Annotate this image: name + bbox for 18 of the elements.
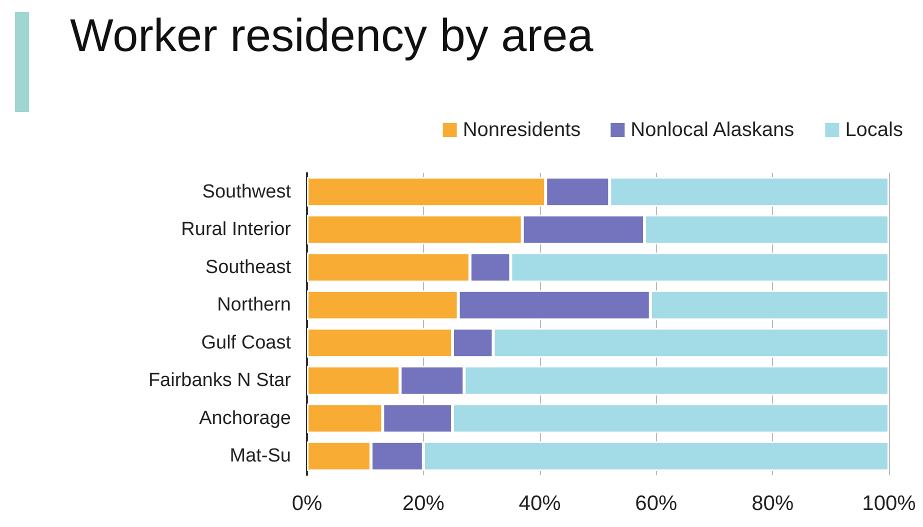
x-tick-label: 80% (752, 492, 794, 515)
y-tick-label: Southeast (205, 256, 292, 278)
legend-label: Nonresidents (462, 119, 581, 141)
y-tick-label: Rural Interior (181, 219, 292, 240)
x-tick-label: 0% (292, 492, 322, 515)
y-tick-label: Northern (217, 294, 291, 316)
y-tick-label: Southwest (202, 181, 292, 202)
x-tick-label: 60% (635, 492, 678, 515)
x-tick-label: 20% (402, 492, 444, 515)
x-tick-label: 40% (518, 492, 561, 515)
x-tick-label: 100% (862, 492, 916, 515)
y-tick-label: Mat-Su (230, 446, 291, 467)
y-tick-label: Gulf Coast (201, 332, 292, 354)
legend-label: Locals (845, 119, 903, 141)
chart-title: Worker residency by area (70, 8, 594, 62)
legend-label: Nonlocal Alaskans (630, 119, 794, 141)
y-tick-label: Fairbanks N Star (148, 370, 292, 392)
y-tick-label: Anchorage (199, 408, 291, 429)
